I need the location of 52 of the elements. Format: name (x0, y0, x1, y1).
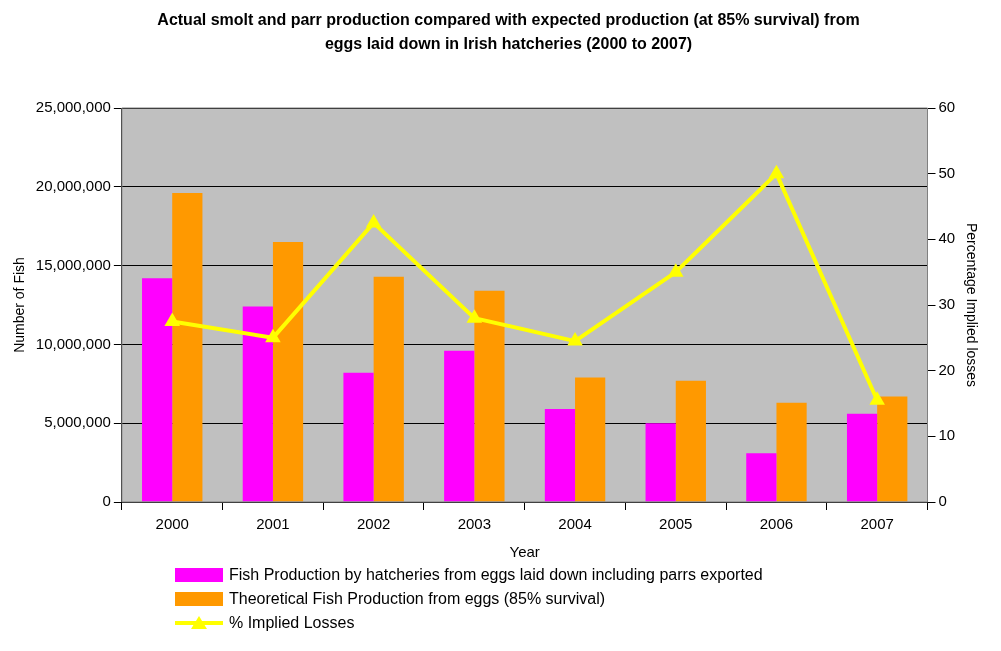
bar (272, 241, 304, 502)
bar (746, 453, 777, 502)
bar (575, 377, 606, 502)
x-axis-title: Year (509, 543, 540, 561)
point (869, 391, 885, 405)
point (667, 263, 684, 277)
bar (172, 193, 203, 502)
bar (877, 396, 908, 502)
point (164, 312, 181, 326)
y-tick-label: 15,000,000 (35, 255, 111, 273)
legend-label: Theoretical Fish Production from eggs (85% survival) (229, 590, 606, 608)
point (365, 213, 382, 228)
bar (242, 306, 273, 502)
y-tick-label: 25,000,000 (35, 98, 111, 116)
y-tick-label: 20,000,000 (35, 176, 111, 194)
bar (142, 278, 173, 502)
chart-title: Actual smolt and parr production compared with expected production (at 85% survival) from eggs laid down in Irish hatcheries (2000 to 2007) (156, 10, 861, 54)
bar (776, 402, 807, 502)
bar (444, 350, 475, 502)
x-tick-label: 2007 (860, 515, 894, 533)
point (768, 164, 785, 179)
y-tick-label: 10,000,000 (35, 334, 111, 352)
bar (373, 276, 404, 502)
bar (645, 423, 676, 502)
y-tick-label: 5,000,000 (44, 413, 111, 431)
bar (544, 409, 576, 502)
y2-tick-label: 20 (938, 360, 956, 378)
bar (846, 413, 878, 502)
y2-axis-title: Percentage Implied losses (963, 222, 980, 388)
x-tick-label: 2000 (155, 515, 189, 533)
x-tick-label: 2005 (659, 515, 693, 533)
point (265, 328, 281, 343)
y2-tick-label: 30 (938, 295, 956, 313)
legend-label: % Implied Losses (229, 614, 355, 632)
point (466, 309, 483, 323)
y2-tick-label: 10 (938, 426, 956, 444)
y2-tick-label: 40 (938, 229, 956, 247)
y2-tick-label: 60 (938, 98, 956, 116)
x-tick-label: 2002 (356, 515, 391, 533)
x-tick-label: 2003 (457, 515, 492, 533)
point (567, 332, 583, 346)
y2-tick-label: 50 (938, 163, 956, 181)
y2-tick-label: 0 (938, 492, 947, 510)
bar (675, 380, 706, 502)
x-tick-label: 2001 (256, 515, 290, 533)
bar (474, 290, 505, 502)
x-tick-label: 2004 (558, 515, 592, 533)
y-axis-title: Number of Fish (11, 257, 28, 353)
legend-label: Fish Production by hatcheries from eggs laid down including parrs exported (229, 566, 763, 584)
bar (343, 372, 374, 502)
y-tick-label: 0 (102, 492, 111, 510)
x-tick-label: 2006 (759, 515, 794, 533)
